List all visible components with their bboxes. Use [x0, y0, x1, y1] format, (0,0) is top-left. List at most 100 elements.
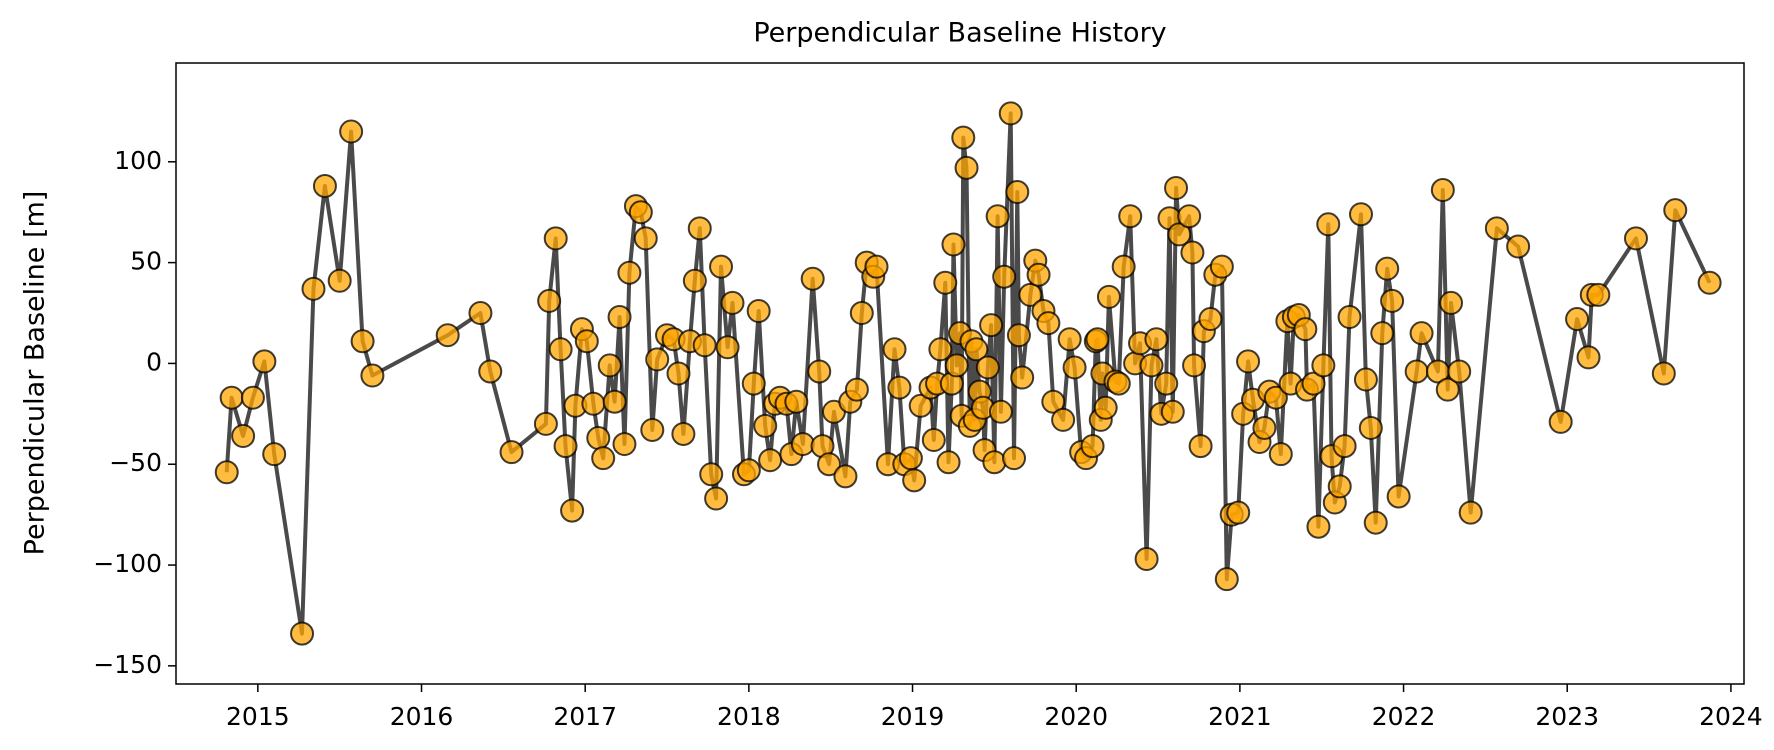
point: [602, 389, 627, 414]
point: [1093, 395, 1118, 420]
x-tick-label: 2021: [1208, 702, 1272, 731]
point: [704, 486, 729, 511]
point: [1057, 327, 1082, 352]
point: [1623, 226, 1648, 251]
point: [1041, 389, 1066, 414]
x-tick-label: 2024: [1699, 702, 1763, 731]
x-tick-label: 2020: [1044, 702, 1108, 731]
point: [1363, 510, 1388, 535]
point: [908, 393, 933, 418]
point: [1404, 359, 1429, 384]
point: [1484, 216, 1509, 241]
point: [1080, 434, 1105, 459]
point: [1139, 353, 1164, 378]
point: [882, 337, 907, 362]
x-tick-label: 2019: [881, 702, 945, 731]
point: [1327, 474, 1352, 499]
x-tick-label: 2016: [390, 702, 454, 731]
point: [591, 446, 616, 471]
point: [715, 335, 740, 360]
point: [499, 440, 524, 465]
x-tick-label: 2022: [1372, 702, 1436, 731]
point: [1332, 434, 1357, 459]
point: [1548, 409, 1573, 434]
point: [746, 298, 771, 323]
point: [214, 460, 239, 485]
point: [687, 216, 712, 241]
point: [944, 353, 969, 378]
point: [1439, 290, 1464, 315]
point: [817, 452, 842, 477]
point: [902, 468, 927, 493]
point: [1085, 327, 1110, 352]
point: [548, 337, 573, 362]
y-tick-label: 0: [146, 347, 162, 376]
point: [1154, 371, 1179, 396]
point: [1160, 399, 1185, 424]
point: [1134, 546, 1159, 571]
point: [1018, 282, 1043, 307]
point: [844, 377, 869, 402]
point: [1301, 371, 1326, 396]
point: [435, 323, 460, 348]
point: [1214, 567, 1239, 592]
point: [231, 424, 256, 449]
point: [1188, 434, 1213, 459]
point: [951, 125, 976, 150]
point: [327, 268, 352, 293]
point: [1164, 176, 1189, 201]
y-tick-label: 50: [130, 247, 162, 276]
point: [219, 385, 244, 410]
point: [1386, 484, 1411, 509]
point: [1586, 282, 1611, 307]
point: [985, 204, 1010, 229]
point: [1209, 254, 1234, 279]
point: [1358, 415, 1383, 440]
point: [1353, 367, 1378, 392]
point: [1506, 234, 1531, 259]
point: [586, 426, 611, 451]
x-tick-label: 2023: [1535, 702, 1599, 731]
x-tick-label: 2015: [226, 702, 290, 731]
point: [1311, 353, 1336, 378]
point: [301, 276, 326, 301]
point: [628, 200, 653, 225]
point: [1010, 365, 1035, 390]
point: [1002, 446, 1027, 471]
point: [1062, 355, 1087, 380]
point: [1182, 353, 1207, 378]
point: [1293, 317, 1318, 342]
y-tick-label: 100: [114, 146, 162, 175]
point: [1565, 307, 1590, 332]
point: [936, 450, 961, 475]
point: [312, 173, 337, 198]
point: [1111, 254, 1136, 279]
point: [979, 313, 1004, 338]
point: [833, 464, 858, 489]
point: [1380, 288, 1405, 313]
point: [1458, 500, 1483, 525]
point: [1337, 305, 1362, 330]
point: [1316, 212, 1341, 237]
point: [1375, 256, 1400, 281]
point: [807, 359, 832, 384]
point: [1036, 311, 1061, 336]
point: [1697, 270, 1722, 295]
point: [1026, 262, 1051, 287]
point: [640, 417, 665, 442]
point: [1096, 284, 1121, 309]
point: [533, 411, 558, 436]
point: [975, 355, 1000, 380]
point: [645, 347, 670, 372]
y-tick-label: −150: [93, 650, 162, 679]
point: [478, 359, 503, 384]
point: [1177, 204, 1202, 229]
point: [1263, 385, 1288, 410]
point: [928, 337, 953, 362]
point: [290, 621, 315, 646]
point: [998, 101, 1023, 126]
y-tick-label: −100: [93, 549, 162, 578]
point: [1180, 240, 1205, 265]
point: [898, 446, 923, 471]
